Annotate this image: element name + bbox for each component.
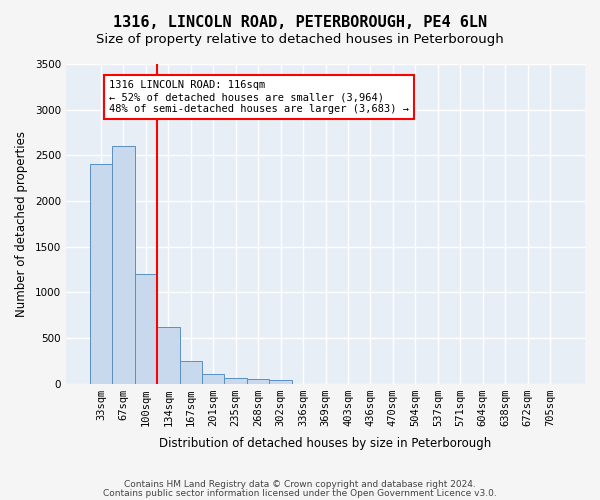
Bar xyxy=(179,360,202,384)
Bar xyxy=(269,380,292,384)
Bar xyxy=(224,378,247,384)
X-axis label: Distribution of detached houses by size in Peterborough: Distribution of detached houses by size … xyxy=(160,437,491,450)
Text: Size of property relative to detached houses in Peterborough: Size of property relative to detached ho… xyxy=(96,32,504,46)
Bar xyxy=(202,374,224,384)
Bar xyxy=(157,327,179,384)
Y-axis label: Number of detached properties: Number of detached properties xyxy=(15,131,28,317)
Text: 1316, LINCOLN ROAD, PETERBOROUGH, PE4 6LN: 1316, LINCOLN ROAD, PETERBOROUGH, PE4 6L… xyxy=(113,15,487,30)
Bar xyxy=(112,146,134,384)
Text: Contains public sector information licensed under the Open Government Licence v3: Contains public sector information licen… xyxy=(103,488,497,498)
Bar xyxy=(134,274,157,384)
Bar xyxy=(247,378,269,384)
Text: Contains HM Land Registry data © Crown copyright and database right 2024.: Contains HM Land Registry data © Crown c… xyxy=(124,480,476,489)
Text: 1316 LINCOLN ROAD: 116sqm
← 52% of detached houses are smaller (3,964)
48% of se: 1316 LINCOLN ROAD: 116sqm ← 52% of detac… xyxy=(109,80,409,114)
Bar xyxy=(89,164,112,384)
